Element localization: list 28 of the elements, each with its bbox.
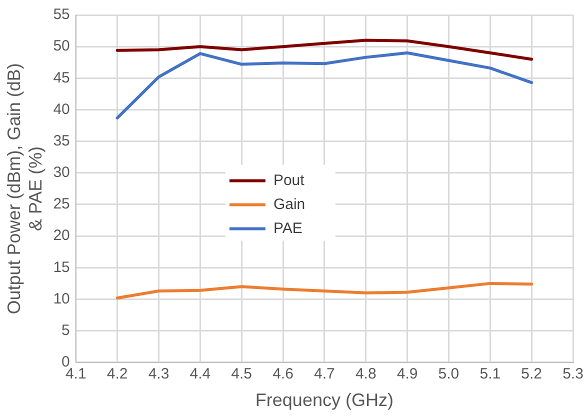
- x-tick-label: 4.5: [231, 366, 252, 383]
- legend-label: PAE: [273, 220, 302, 237]
- x-tick-label: 4.2: [106, 366, 128, 383]
- x-tick-label: 4.3: [148, 366, 170, 383]
- y-tick-label: 35: [53, 132, 70, 150]
- y-tick-label: 50: [53, 38, 70, 55]
- y-tick-label: 5: [62, 322, 70, 339]
- x-tick-label: 4.4: [190, 366, 211, 383]
- y-tick-label: 25: [53, 196, 70, 213]
- x-tick-label: 5.3: [562, 366, 584, 383]
- y-tick-label: 55: [53, 6, 70, 24]
- legend-label: Pout: [273, 172, 306, 189]
- y-tick-label: 20: [53, 227, 70, 244]
- legend-label: Gain: [273, 196, 306, 213]
- x-tick-label: 4.6: [272, 366, 294, 383]
- x-tick-label: 5.2: [521, 366, 542, 383]
- y-axis-title: Output Power (dBm), Gain (dB) & PAE (%): [4, 63, 46, 314]
- x-tick-label: 4.9: [396, 366, 418, 383]
- y-tick-label: 30: [53, 164, 70, 182]
- x-axis-title: Frequency (GHz): [255, 390, 394, 410]
- x-tick-label: 5.0: [438, 366, 460, 383]
- x-tick-label: 4.8: [355, 366, 376, 383]
- y-tick-label: 15: [53, 258, 70, 276]
- y-tick-label: 45: [53, 69, 70, 86]
- x-tick-label: 5.1: [480, 366, 501, 383]
- y-tick-label: 40: [53, 100, 70, 118]
- y-tick-label: 10: [53, 290, 70, 308]
- x-tick-label: 4.7: [314, 366, 335, 383]
